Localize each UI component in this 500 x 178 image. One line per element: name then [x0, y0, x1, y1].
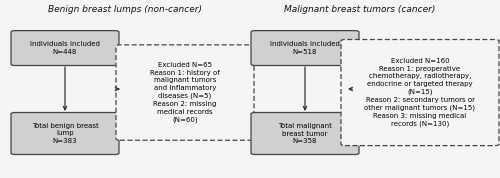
- FancyBboxPatch shape: [11, 31, 119, 66]
- Text: Total benign breast
lump
N=383: Total benign breast lump N=383: [32, 123, 98, 144]
- Text: Excluded N=160
Reason 1: preoperative
chemotherapy, radiotherapy,
endocrine or t: Excluded N=160 Reason 1: preoperative ch…: [364, 58, 476, 127]
- Text: Malignant breast tumors (cancer): Malignant breast tumors (cancer): [284, 5, 436, 14]
- FancyBboxPatch shape: [116, 45, 254, 140]
- FancyBboxPatch shape: [251, 112, 359, 155]
- FancyBboxPatch shape: [251, 31, 359, 66]
- Text: Excluded N=65
Reason 1: history of
malignant tumors
and inflammatory
diseases (N: Excluded N=65 Reason 1: history of malig…: [150, 62, 220, 123]
- FancyBboxPatch shape: [341, 40, 499, 146]
- Text: Individuals included
N=518: Individuals included N=518: [270, 41, 340, 55]
- FancyBboxPatch shape: [11, 112, 119, 155]
- Text: Benign breast lumps (non-cancer): Benign breast lumps (non-cancer): [48, 5, 202, 14]
- Text: Total malignant
breast tumor
N=358: Total malignant breast tumor N=358: [278, 123, 332, 144]
- Text: Individuals included
N=448: Individuals included N=448: [30, 41, 100, 55]
